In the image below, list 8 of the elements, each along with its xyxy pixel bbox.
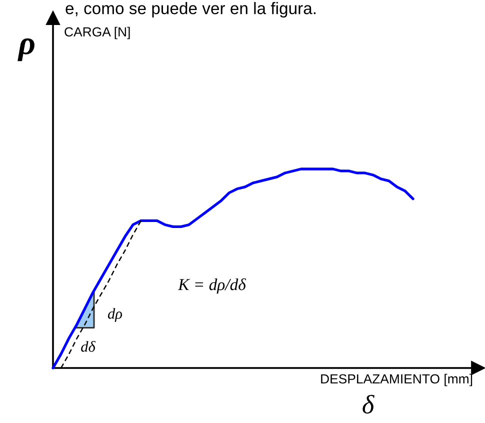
annotation: dρ <box>108 308 122 322</box>
text: e, como se puede ver en la figura. <box>66 2 316 18</box>
text: CARGA [N] <box>64 26 130 40</box>
annotation: K = dρ/dδ <box>178 278 246 294</box>
text: ρ <box>18 38 34 62</box>
x-axis-title: DESPLAZAMIENTO [mm] <box>321 374 472 386</box>
text: δ <box>362 394 374 414</box>
annotation: dδ <box>81 341 96 352</box>
